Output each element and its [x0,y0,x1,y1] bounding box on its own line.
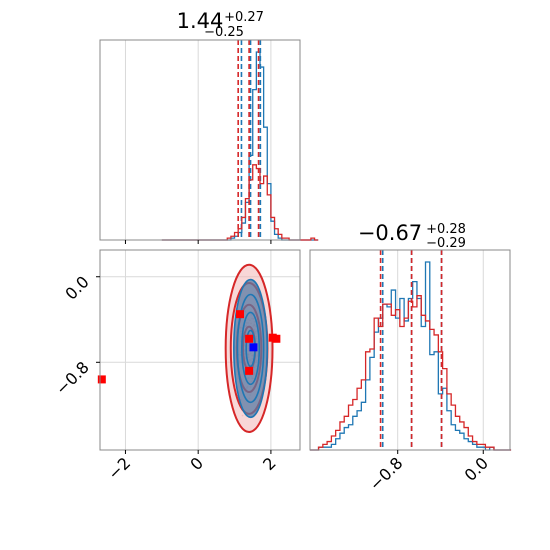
title-y-minus: −0.29 [426,236,466,251]
panel-frame [309,249,511,451]
x-tick-label: 2 [259,453,280,474]
contour-level [236,293,265,404]
marker-point [272,334,281,343]
marker-point [97,375,106,384]
marker-point [245,334,254,343]
y-tick-label: −0.8 [52,358,93,399]
title-x-minus: −0.25 [204,25,244,40]
histogram-series-2 [310,295,512,451]
histogram-series-1 [310,261,512,451]
panel-bottom-right: −0.8 0.0 −0.67 +0.28 −0.29 [309,221,512,494]
title-x: 1.44 [177,9,224,33]
title-y-plus: +0.28 [426,222,466,237]
panel-frame [99,39,301,241]
panel-bottom-left: −2 0 2 0.0 −0.8 [52,249,301,484]
contour-level [241,311,261,386]
marker-point [245,366,254,375]
marker-point [249,343,258,352]
x-tick-label: 0.0 [461,453,492,484]
histogram-series-1 [161,51,319,241]
panel-frame [99,249,301,451]
title-y: −0.67 [358,221,422,245]
y-tick-label: 0.0 [61,272,92,303]
x-tick-label: −2 [104,453,134,483]
panel-top-left: 1.44 +0.27 −0.25 [99,9,319,244]
x-tick-label: 0 [186,453,207,474]
histogram-series-2 [161,164,319,241]
title-x-plus: +0.27 [224,10,264,25]
marker-point [236,310,244,319]
x-tick-label: −0.8 [366,453,407,494]
